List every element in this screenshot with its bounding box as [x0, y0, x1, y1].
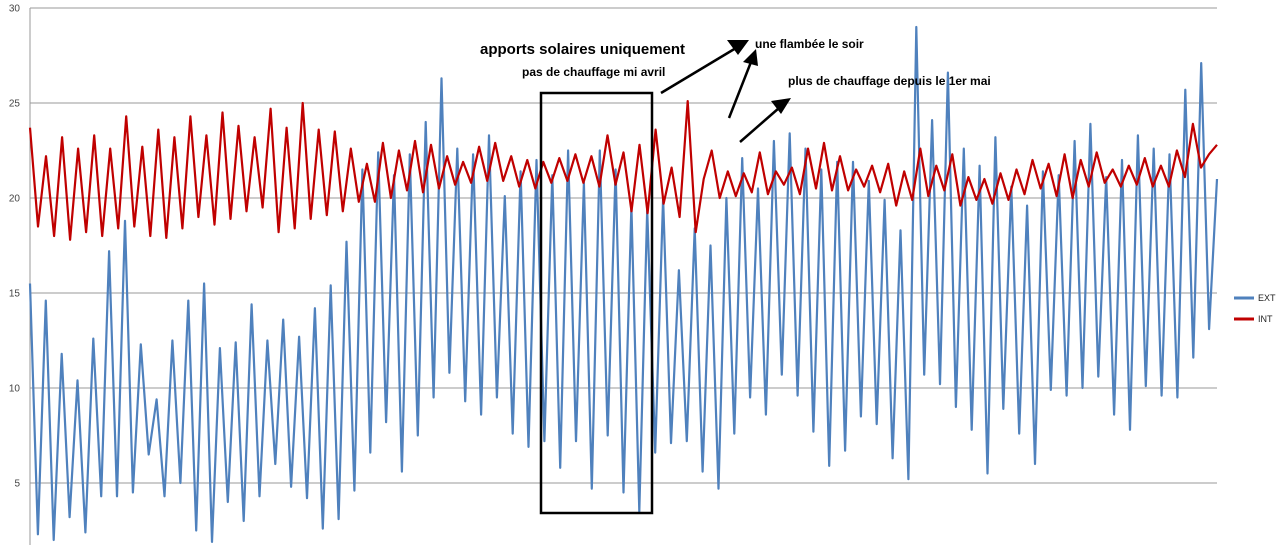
series-line-ext [28, 25, 1219, 544]
y-tick-label: 10 [9, 384, 21, 395]
annotation-arrows [660, 40, 791, 143]
y-tick-label: 5 [14, 479, 20, 490]
y-tick-label: 15 [9, 289, 21, 300]
annotation-apports-solaires: apports solaires uniquement [480, 41, 685, 58]
y-tick-label: 20 [9, 194, 21, 205]
arrow-line-1 [660, 46, 737, 95]
arrow-head-1 [727, 40, 749, 55]
annotation-flambee: une flambée le soir [755, 37, 864, 51]
series-lines [28, 25, 1219, 544]
legend-label-int: INT [1258, 314, 1273, 324]
highlight-box [539, 91, 654, 515]
arrow-line-3 [739, 107, 780, 143]
y-axis-ticks: 5 10 15 20 25 30 [9, 4, 21, 490]
y-tick-label: 25 [9, 99, 21, 110]
arrow-head-3 [771, 98, 791, 114]
annotation-plus-de-chauffage: plus de chauffage depuis le 1er mai [788, 74, 991, 88]
arrow-head-2 [743, 49, 758, 66]
annotation-pas-de-chauffage: pas de chauffage mi avril [522, 65, 665, 79]
arrow-line-2 [727, 61, 753, 119]
series-line-int [28, 99, 1218, 241]
legend: EXT INT [1234, 293, 1276, 324]
legend-label-ext: EXT [1258, 293, 1276, 303]
y-tick-label: 30 [9, 4, 21, 15]
